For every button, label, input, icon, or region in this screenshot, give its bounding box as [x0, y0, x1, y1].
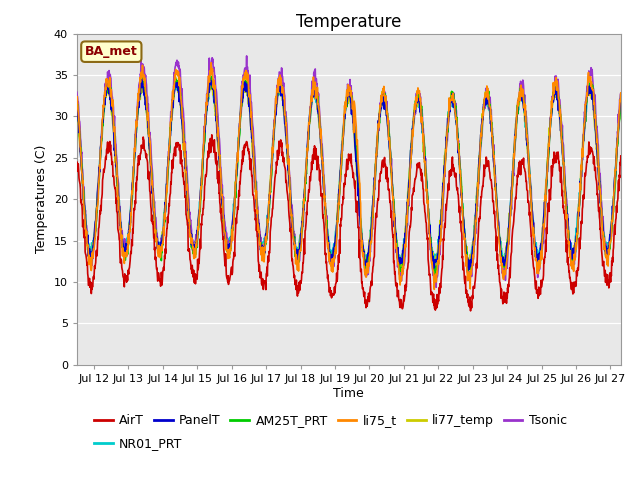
li75_t [325, 258, 333, 264]
li77_temp [316, 125, 323, 131]
Line: li77_temp: li77_temp [77, 78, 621, 269]
Legend: NR01_PRT: NR01_PRT [94, 437, 182, 450]
NR01_PRT [316, 119, 323, 124]
AirT [617, 153, 625, 159]
PanelT [617, 92, 625, 97]
PanelT [206, 75, 214, 81]
li77_temp [137, 90, 145, 96]
Tsonic [243, 53, 250, 59]
NR01_PRT [73, 95, 81, 100]
NR01_PRT [325, 238, 333, 243]
Tsonic [137, 59, 145, 64]
li77_temp [115, 208, 123, 214]
Tsonic [73, 89, 81, 95]
li75_t [115, 207, 123, 213]
NR01_PRT [383, 113, 390, 119]
li77_temp [429, 266, 437, 272]
AM25T_PRT [383, 107, 390, 113]
Y-axis label: Temperatures (C): Temperatures (C) [35, 145, 48, 253]
AM25T_PRT [325, 247, 333, 253]
Line: Tsonic: Tsonic [77, 56, 621, 287]
NR01_PRT [304, 140, 312, 145]
PanelT [304, 129, 312, 135]
Line: PanelT: PanelT [77, 78, 621, 270]
li75_t [431, 287, 438, 292]
PanelT [137, 83, 145, 89]
li75_t [304, 141, 312, 147]
PanelT [115, 209, 123, 215]
PanelT [316, 118, 323, 123]
Tsonic [617, 91, 625, 96]
li77_temp [617, 93, 625, 98]
li75_t [383, 111, 390, 117]
AM25T_PRT [316, 113, 323, 119]
X-axis label: Time: Time [333, 386, 364, 400]
Line: AM25T_PRT: AM25T_PRT [77, 76, 621, 275]
li77_temp [172, 75, 180, 81]
AM25T_PRT [304, 145, 312, 151]
li75_t [137, 70, 145, 75]
Tsonic [316, 104, 323, 109]
NR01_PRT [115, 205, 123, 211]
PanelT [465, 267, 472, 273]
li75_t [617, 90, 625, 96]
AirT [325, 286, 333, 292]
Tsonic [383, 98, 390, 104]
NR01_PRT [617, 95, 625, 100]
AM25T_PRT [115, 201, 123, 207]
li75_t [207, 60, 215, 66]
Line: li75_t: li75_t [77, 63, 621, 289]
PanelT [325, 250, 333, 255]
AirT [304, 198, 312, 204]
Tsonic [432, 284, 440, 290]
AM25T_PRT [207, 73, 215, 79]
AirT [208, 132, 216, 138]
Line: AirT: AirT [77, 135, 621, 311]
AirT [73, 160, 81, 166]
NR01_PRT [208, 77, 216, 83]
li77_temp [304, 135, 312, 141]
li75_t [73, 100, 81, 106]
li77_temp [383, 114, 390, 120]
NR01_PRT [465, 262, 473, 268]
Line: NR01_PRT: NR01_PRT [77, 80, 621, 265]
AirT [115, 231, 123, 237]
PanelT [73, 105, 81, 111]
AM25T_PRT [73, 96, 81, 102]
AM25T_PRT [617, 101, 625, 107]
Tsonic [325, 240, 333, 246]
PanelT [383, 112, 390, 118]
Tsonic [304, 135, 312, 141]
Text: BA_met: BA_met [85, 45, 138, 58]
NR01_PRT [137, 81, 145, 87]
Title: Temperature: Temperature [296, 12, 401, 31]
AirT [383, 165, 390, 170]
li75_t [316, 108, 323, 114]
AM25T_PRT [431, 272, 439, 278]
AirT [467, 308, 474, 314]
AirT [316, 167, 323, 172]
Tsonic [115, 195, 123, 201]
li77_temp [325, 245, 333, 251]
AM25T_PRT [137, 82, 145, 88]
AirT [137, 149, 145, 155]
li77_temp [73, 103, 81, 108]
